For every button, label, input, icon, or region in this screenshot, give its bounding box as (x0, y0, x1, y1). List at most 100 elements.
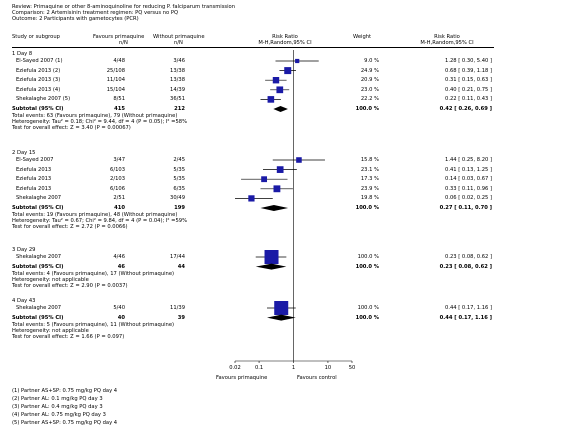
x-tick-label: 0.02 (229, 365, 241, 371)
subgroup-stat-line: Test for overall effect: Z = 2.72 (P = 0… (12, 224, 128, 231)
col-weight-header: Weight (353, 34, 372, 40)
subtotal-risk-ratio-ci: 0.23 [ 0.08, 0.62 ] (439, 263, 492, 270)
study-ctrl-events: 13/38 (170, 77, 185, 84)
subgroup-stat-line: Heterogeneity: Tau² = 0.18; Chi² = 9.44,… (12, 119, 188, 126)
col-ctrl-nN-header: n/N (174, 40, 183, 46)
x-tick-label: 1 (291, 365, 296, 371)
subtotal-ctrl-total: 39 (177, 314, 185, 321)
study-weight: 24.9 % (360, 67, 379, 74)
study-name: Shekalaghe 2007 (16, 305, 62, 311)
study-risk-ratio-ci: 0.23 [ 0.08, 0.62 ] (445, 254, 492, 260)
col-rr2-title-header: Risk Ratio (434, 34, 460, 40)
subtotal-ctrl-total: 212 (174, 106, 185, 112)
study-risk-ratio-ci: 0.06 [ 0.02, 0.25 ] (445, 195, 492, 202)
study-name: El-Sayed 2007 (1) (16, 58, 63, 64)
study-point-square (264, 250, 279, 264)
study-name: Shekalaghe 2007 (5) (16, 96, 71, 103)
footnote-3: (3) Partner AL: 0.4 mg/kg PQ day 3 (12, 404, 103, 410)
study-name: Eziefula 2013 (16, 185, 52, 192)
subgroup-stat-line: Heterogeneity: not applicable (12, 276, 89, 283)
favours-primaquine-label: Favours primaquine (216, 375, 268, 381)
study-risk-ratio-ci: 0.41 [ 0.13, 1.25 ] (445, 166, 492, 173)
col-rr2-method-header: M-H,Random,95% CI (420, 40, 474, 46)
study-pq-events: 2/103 (110, 176, 125, 183)
subtotal-label: Subtotal (95% CI) (12, 314, 64, 321)
study-name: Eziefula 2013 (16, 176, 52, 183)
study-name: El-Sayed 2007 (16, 157, 54, 163)
study-point-square (272, 76, 280, 84)
study-ctrl-events: 36/51 (170, 96, 185, 103)
study-point-square (276, 86, 284, 94)
study-point-square (273, 185, 281, 193)
subtotal-risk-ratio-ci: 0.27 [ 0.11, 0.70 ] (439, 205, 492, 211)
study-weight: 19.8 % (360, 195, 379, 202)
study-risk-ratio-ci: 1.28 [ 0.30, 5.40 ] (445, 58, 492, 64)
study-risk-ratio-ci: 0.22 [ 0.11, 0.43 ] (445, 96, 492, 103)
subgroup-title: 4 Day 43 (12, 298, 36, 304)
subtotal-pq-total: 415 (114, 106, 125, 112)
study-point-square (274, 301, 289, 315)
study-risk-ratio-ci: 0.40 [ 0.21, 0.75 ] (445, 86, 492, 93)
favours-control-label: Favours control (297, 375, 337, 381)
study-ctrl-events: 6/35 (173, 185, 185, 192)
subgroup-stat-line: Total events: 4 (Favours primaquine), 17… (12, 270, 175, 277)
footnote-1: (1) Partner AS+SP: 0.75 mg/kg PQ day 4 (12, 388, 118, 394)
study-ctrl-events: 11/39 (170, 305, 185, 311)
col-rr-title-header: Risk Ratio (272, 34, 298, 40)
subtotal-weight: 100.0 % (355, 314, 379, 321)
subtotal-diamond (267, 314, 296, 321)
study-ctrl-events: 14/39 (170, 86, 185, 93)
subtotal-risk-ratio-ci: 0.44 [ 0.17, 1.16 ] (439, 314, 492, 321)
col-study-header: Study or subgroup (12, 34, 60, 40)
study-weight: 20.9 % (360, 77, 379, 84)
study-point-square (284, 67, 292, 75)
study-weight: 15.8 % (360, 157, 379, 163)
study-point-square (295, 58, 300, 64)
study-pq-events: 25/108 (106, 67, 125, 74)
study-weight: 23.0 % (360, 86, 379, 93)
study-pq-events: 4/46 (113, 254, 125, 260)
study-risk-ratio-ci: 0.31 [ 0.15, 0.63 ] (445, 77, 492, 84)
subtotal-pq-total: 410 (114, 205, 125, 211)
study-pq-events: 11/104 (106, 77, 125, 84)
subgroup-title: 2 Day 15 (12, 150, 36, 156)
subgroup-title: 1 Day 8 (12, 51, 33, 57)
subtotal-risk-ratio-ci: 0.42 [ 0.26, 0.69 ] (439, 106, 492, 112)
subtotal-pq-total: 40 (117, 314, 125, 321)
subgroup-stat-line: Total events: 19 (Favours primaquine), 4… (12, 212, 178, 218)
study-risk-ratio-ci: 1.44 [ 0.25, 8.20 ] (445, 157, 492, 163)
study-point-square (296, 157, 302, 163)
subgroup-stat-line: Test for overall effect: Z = 1.66 (P = 0… (12, 334, 125, 340)
study-risk-ratio-ci: 0.14 [ 0.03, 0.67 ] (445, 176, 492, 183)
study-pq-events: 15/104 (106, 86, 125, 93)
study-pq-events: 2/51 (113, 195, 125, 202)
study-weight: 17.3 % (360, 176, 379, 183)
study-name: Shekalaghe 2007 (16, 254, 62, 260)
subgroup-stat-line: Heterogeneity: not applicable (12, 327, 89, 334)
study-point-square (248, 195, 255, 202)
x-tick-label: 0.1 (254, 365, 264, 371)
study-weight: 23.1 % (360, 166, 379, 173)
study-ctrl-events: 17/44 (170, 254, 185, 260)
col-pq-nN-header: n/N (119, 40, 128, 46)
footnote-5: (5) Partner AS+SP: 0.75 mg/kg PQ day 4 (12, 420, 118, 426)
x-tick-label: 10 (324, 365, 332, 371)
study-name: Eziefula 2013 (2) (16, 67, 61, 74)
study-point-square (267, 96, 275, 103)
study-ctrl-events: 2/45 (173, 157, 185, 163)
subgroup-stat-line: Test for overall effect: Z = 3.40 (P = 0… (12, 125, 131, 132)
study-ctrl-events: 5/35 (173, 166, 185, 173)
subtotal-diamond (255, 263, 287, 270)
study-weight: 100.0 % (357, 305, 379, 311)
study-weight: 23.9 % (360, 185, 379, 192)
study-risk-ratio-ci: 0.68 [ 0.39, 1.18 ] (445, 67, 492, 74)
subtotal-ctrl-total: 44 (177, 263, 185, 270)
subtotal-weight: 100.0 % (355, 205, 379, 211)
study-ctrl-events: 3/46 (173, 58, 185, 64)
study-risk-ratio-ci: 0.44 [ 0.17, 1.16 ] (445, 305, 492, 311)
study-ctrl-events: 13/38 (170, 67, 185, 74)
subtotal-weight: 100.0 % (355, 263, 379, 270)
study-pq-events: 6/106 (110, 185, 125, 192)
x-tick-label: 50 (348, 365, 356, 371)
subtotal-ctrl-total: 199 (174, 205, 185, 211)
